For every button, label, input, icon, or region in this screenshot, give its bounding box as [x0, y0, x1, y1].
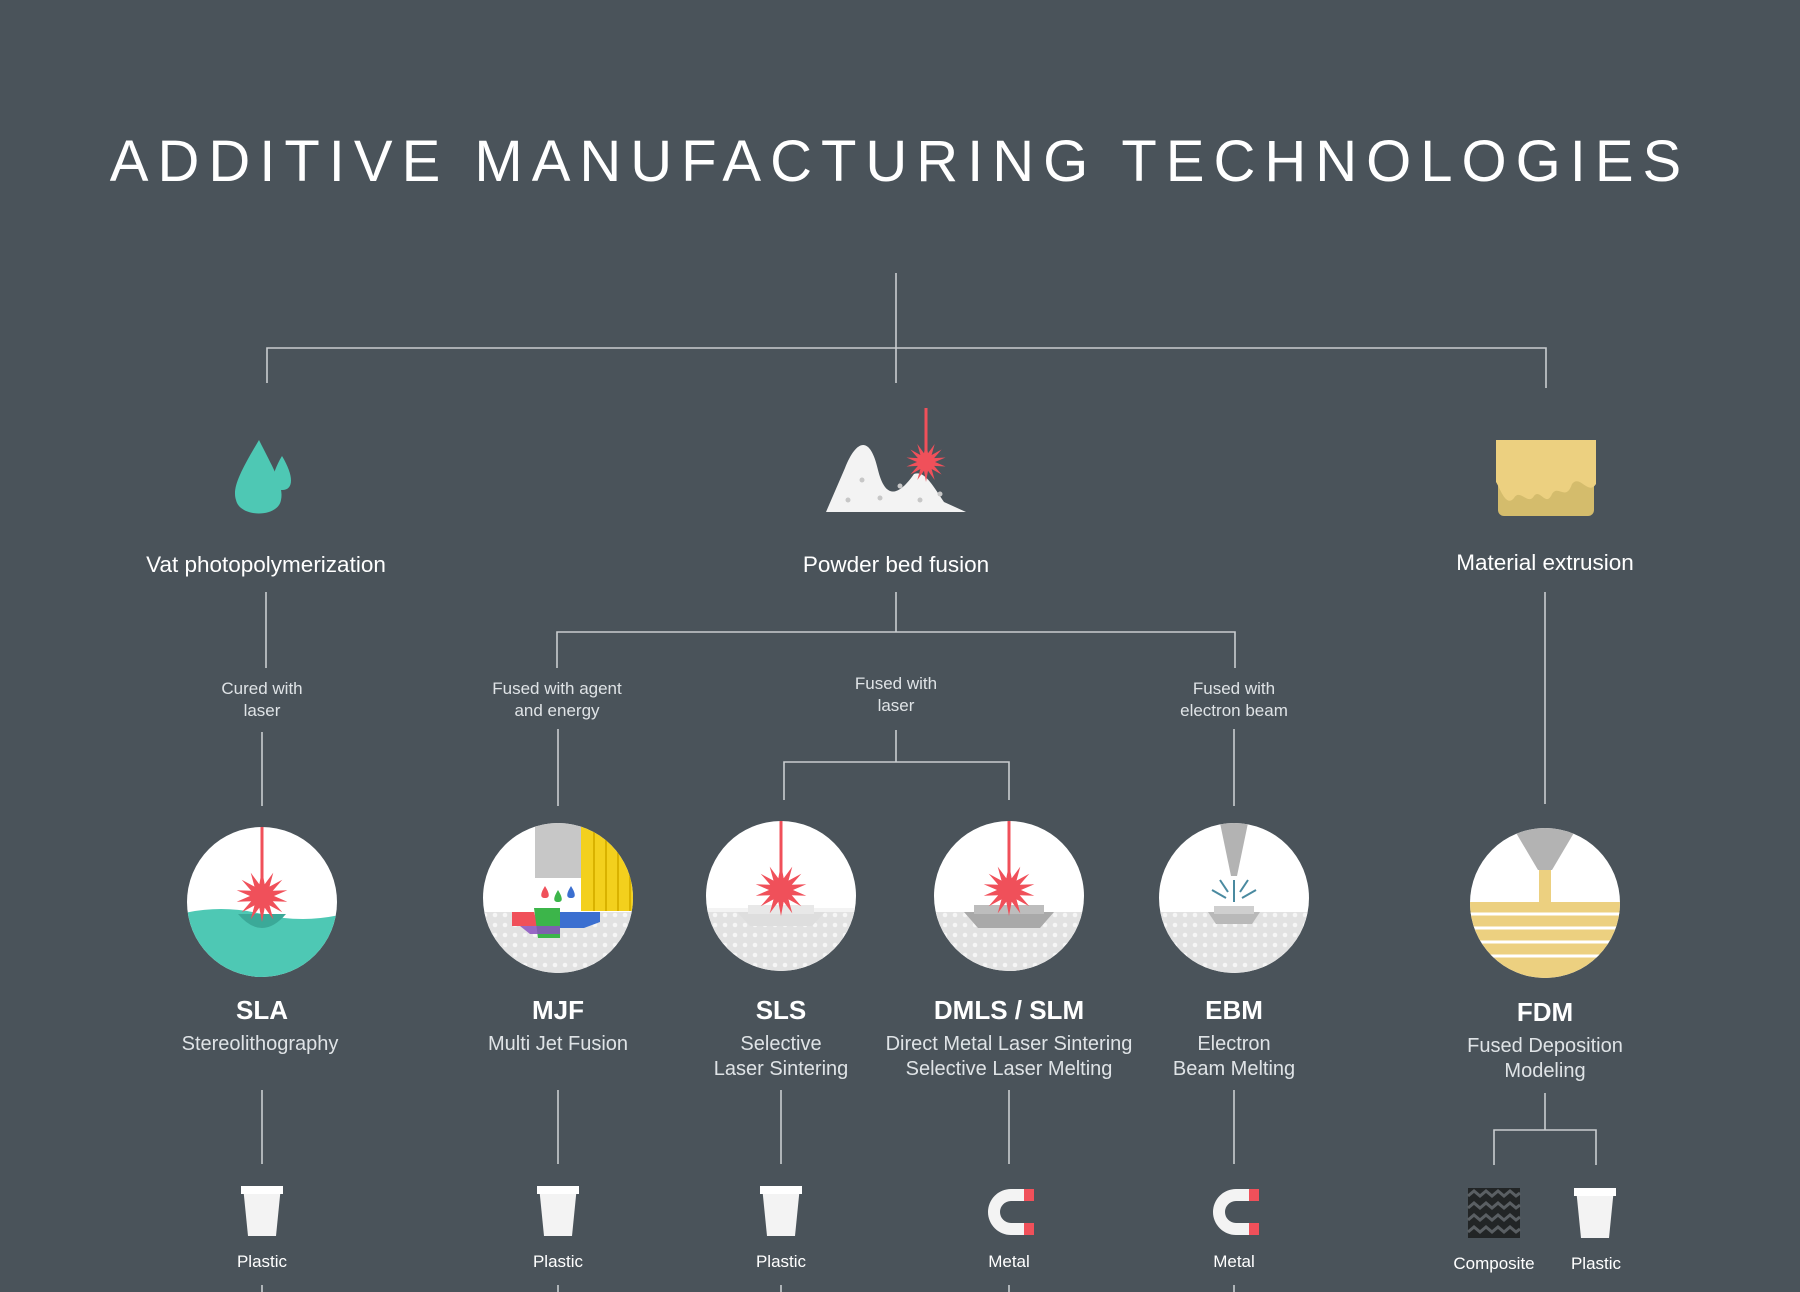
resin-drops-icon: [234, 440, 291, 514]
category-label-vat: Vat photopolymerization: [146, 552, 386, 577]
plastic-cup-icon: [1574, 1188, 1616, 1238]
filament-block-icon: [1496, 440, 1596, 516]
ebm-process-icon: [1159, 823, 1309, 973]
connector-label-cured-laser: Cured with laser: [221, 679, 303, 720]
magnet-icon: [988, 1189, 1034, 1235]
material-label: Plastic: [755, 1252, 807, 1271]
composite-weave-icon: [1467, 1188, 1521, 1238]
material-label: Plastic: [532, 1252, 584, 1271]
tech-name-mjf: Multi Jet Fusion: [487, 1033, 629, 1055]
magnet-icon: [1213, 1189, 1259, 1235]
page-title: ADDITIVE MANUFACTURING TECHNOLOGIES: [109, 129, 1691, 194]
tech-code-sls: SLS: [755, 995, 807, 1025]
material-label: Metal: [1213, 1252, 1255, 1271]
tech-name-sls: Selective Laser Sintering: [713, 1033, 849, 1080]
connector-label-agent-energy: Fused with agent and energy: [492, 679, 622, 720]
powder-laser-icon: [826, 408, 966, 512]
tech-name-fdm: Fused Deposition Modeling: [1467, 1035, 1623, 1082]
tech-name-dmls: Direct Metal Laser Sintering Selective L…: [885, 1033, 1133, 1080]
tech-code-sla: SLA: [236, 995, 288, 1025]
tech-name-sla: Stereolithography: [181, 1033, 339, 1055]
material-label: Plastic: [236, 1252, 288, 1271]
mjf-process-icon: [483, 823, 633, 973]
material-label: Metal: [988, 1252, 1030, 1271]
connector-lines: [261, 273, 1597, 1292]
category-label-powder: Powder bed fusion: [802, 552, 990, 577]
tech-code-ebm: EBM: [1205, 995, 1263, 1025]
plastic-cup-icon: [537, 1186, 579, 1236]
material-label: Composite: [1453, 1254, 1535, 1273]
tech-code-mjf: MJF: [532, 995, 584, 1025]
plastic-cup-icon: [760, 1186, 802, 1236]
tech-name-ebm: Electron Beam Melting: [1172, 1033, 1296, 1080]
plastic-cup-icon: [241, 1186, 283, 1236]
connector-label-electron-beam: Fused with electron beam: [1180, 679, 1288, 720]
fdm-process-icon: [1470, 828, 1620, 978]
connector-label-fused-laser: Fused with laser: [854, 674, 938, 715]
category-label-extrusion: Material extrusion: [1456, 550, 1634, 575]
tech-code-fdm: FDM: [1516, 997, 1574, 1027]
tech-code-dmls: DMLS / SLM: [933, 995, 1085, 1025]
material-label: Plastic: [1570, 1254, 1622, 1273]
sls-process-icon: [706, 821, 856, 971]
dmls-process-icon: [934, 821, 1084, 971]
sla-process-icon: [187, 827, 337, 977]
